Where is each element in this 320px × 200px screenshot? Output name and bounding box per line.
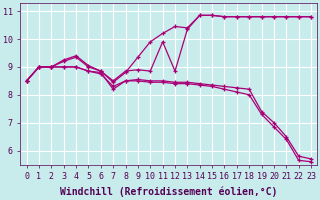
X-axis label: Windchill (Refroidissement éolien,°C): Windchill (Refroidissement éolien,°C): [60, 187, 277, 197]
